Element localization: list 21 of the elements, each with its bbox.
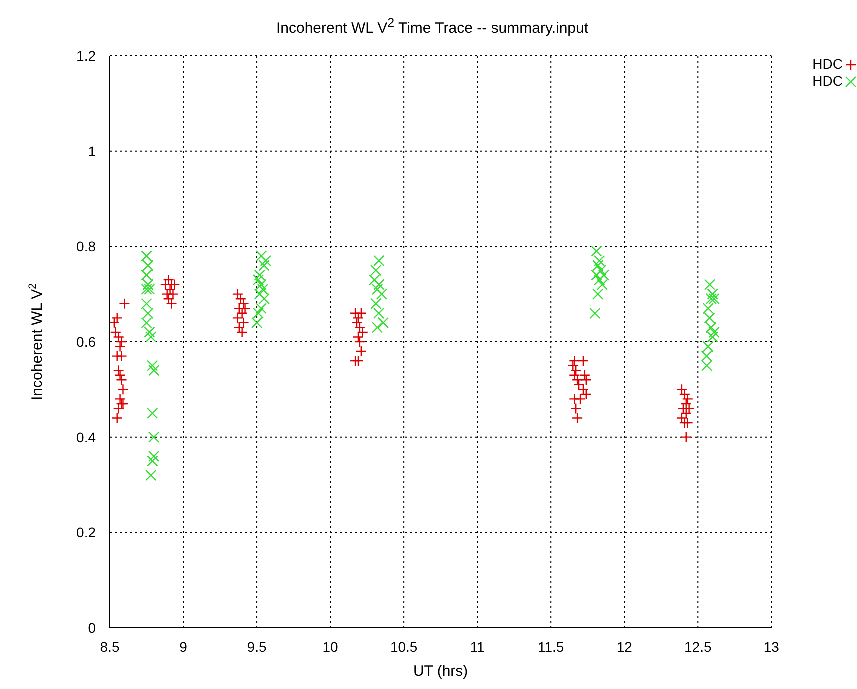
x-tick-label: 11 bbox=[470, 638, 486, 655]
legend-label: HDC bbox=[812, 56, 843, 73]
x-tick-label: 8.5 bbox=[100, 638, 120, 655]
x-tick-label: 10 bbox=[322, 638, 339, 655]
y-tick-label: 1.2 bbox=[76, 48, 96, 64]
x-axis-title: UT (hrs) bbox=[413, 663, 468, 680]
x-tick-label: 10.5 bbox=[390, 638, 418, 655]
y-tick-label: 0.8 bbox=[76, 238, 96, 255]
x-tick-label: 13 bbox=[764, 638, 780, 655]
y-tick-label: 0 bbox=[88, 620, 96, 636]
legend-label: HDC bbox=[812, 73, 843, 90]
x-tick-label: 12 bbox=[616, 638, 633, 655]
x-tick-label: 9.5 bbox=[247, 638, 267, 655]
y-tick-label: 1 bbox=[88, 143, 96, 160]
x-tick-label: 9 bbox=[180, 638, 188, 655]
x-tick-label: 12.5 bbox=[684, 638, 712, 655]
y-tick-label: 0.2 bbox=[76, 524, 96, 541]
y-tick-label: 0.4 bbox=[76, 429, 96, 446]
y-tick-label: 0.6 bbox=[76, 334, 96, 350]
chart-title: Incoherent WL V$^{2}$ Time Trace -- summary.input bbox=[275, 15, 590, 38]
x-tick-label: 11.5 bbox=[538, 638, 564, 655]
